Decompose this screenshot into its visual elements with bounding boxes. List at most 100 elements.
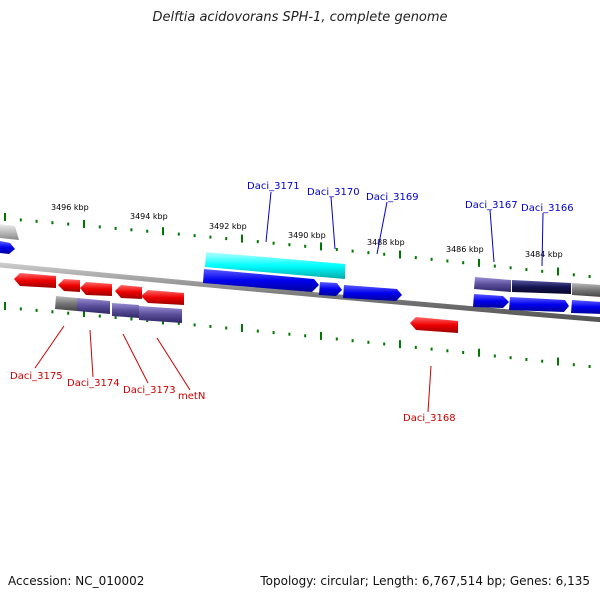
gene-metn-reverse[interactable]	[141, 290, 184, 305]
minor-tick	[256, 240, 259, 244]
major-tick	[4, 213, 6, 221]
kbp-label-3486: 3486 kbp	[446, 245, 484, 254]
minor-tick	[225, 326, 228, 330]
gene-label-daci-3169[interactable]: Daci_3169	[366, 192, 419, 203]
gene-reverse[interactable]	[80, 282, 112, 296]
gene-label-daci-3167[interactable]: Daci_3167	[465, 200, 518, 211]
minor-tick	[288, 243, 291, 247]
page-title: Delftia acidovorans SPH-1, complete geno…	[152, 10, 448, 25]
gene-daci-3174-purple[interactable]	[77, 298, 110, 314]
minor-tick	[272, 241, 275, 245]
gene-daci-3171-highlight[interactable]	[205, 252, 345, 279]
minor-tick	[588, 365, 591, 368]
minor-tick	[430, 257, 433, 261]
major-tick	[320, 331, 322, 340]
gene-daci-3166-forward[interactable]	[509, 297, 569, 312]
minor-tick	[335, 337, 338, 341]
minor-tick	[130, 317, 133, 321]
gene-gray-right[interactable]	[572, 283, 600, 297]
minor-tick	[414, 256, 417, 260]
minor-tick	[177, 321, 180, 325]
minor-tick	[541, 269, 544, 273]
kbp-label-3492: 3492 kbp	[209, 222, 247, 231]
gene-daci-3168-reverse[interactable]	[410, 317, 458, 333]
major-tick	[557, 357, 559, 366]
gene-reverse[interactable]	[115, 285, 142, 299]
kbp-label-3496: 3496 kbp	[51, 203, 89, 212]
minor-tick	[493, 354, 496, 358]
minor-tick	[51, 221, 54, 225]
gene-daci-3175-gray[interactable]	[55, 296, 77, 311]
minor-tick	[288, 332, 291, 336]
minor-tick	[67, 311, 70, 315]
minor-tick	[525, 358, 528, 361]
minor-tick	[572, 273, 575, 277]
minor-tick	[367, 251, 370, 255]
gene-label-metn[interactable]: metN	[178, 391, 205, 402]
gene-daci-3173-purple[interactable]	[112, 303, 139, 318]
minor-tick	[383, 342, 386, 346]
minor-tick	[335, 248, 338, 251]
minor-tick	[541, 359, 544, 363]
major-tick	[478, 348, 480, 357]
major-tick	[241, 324, 243, 332]
minor-tick	[35, 308, 38, 312]
minor-tick	[272, 331, 275, 335]
minor-tick	[304, 244, 307, 248]
gene-daci-3170-forward[interactable]	[319, 282, 342, 296]
minor-tick	[130, 228, 133, 232]
accession-text: Accession: NC_010002	[8, 574, 145, 588]
minor-tick	[114, 316, 117, 319]
minor-tick	[177, 232, 180, 236]
minor-tick	[462, 351, 465, 354]
minor-tick	[351, 339, 354, 343]
minor-tick	[19, 218, 22, 222]
gene-metn-purple[interactable]	[139, 306, 182, 323]
minor-tick	[367, 340, 370, 344]
minor-tick	[256, 329, 259, 333]
gene-daci-3175-reverse[interactable]	[14, 273, 56, 288]
major-tick	[478, 258, 480, 267]
tick-ring-outer	[4, 213, 591, 278]
minor-tick	[430, 347, 433, 351]
minor-tick	[351, 249, 354, 253]
topology-text: Topology: circular; Length: 6,767,514 bp…	[260, 574, 590, 588]
major-tick	[83, 309, 85, 318]
gene-forward[interactable]	[571, 300, 600, 314]
gene-label-daci-3173[interactable]: Daci_3173	[123, 385, 176, 396]
minor-tick	[383, 252, 386, 256]
minor-tick	[193, 323, 196, 327]
minor-tick	[462, 261, 465, 265]
minor-tick	[446, 259, 449, 263]
major-tick	[399, 340, 401, 349]
gene-gray-left[interactable]	[0, 224, 19, 240]
minor-tick	[509, 356, 512, 360]
gene-daci-3169-forward[interactable]	[343, 285, 402, 301]
minor-tick	[51, 310, 54, 314]
major-tick	[399, 250, 401, 259]
minor-tick	[67, 222, 70, 226]
gene-daci-3171-forward[interactable]	[203, 269, 319, 292]
gene-forward[interactable]	[473, 294, 509, 308]
leader-lines-top	[265, 191, 544, 267]
gene-label-daci-3168[interactable]: Daci_3168	[403, 413, 456, 424]
minor-tick	[493, 264, 496, 268]
gene-daci-3166-navy[interactable]	[512, 280, 571, 294]
gene-label-daci-3171[interactable]: Daci_3171	[247, 181, 300, 192]
major-tick	[241, 234, 243, 243]
gene-arrow[interactable]	[0, 241, 15, 254]
gene-label-daci-3170[interactable]: Daci_3170	[307, 187, 360, 198]
minor-tick	[209, 235, 212, 239]
minor-tick	[446, 349, 449, 353]
major-tick	[83, 220, 85, 228]
minor-tick	[19, 307, 22, 311]
gene-reverse[interactable]	[58, 279, 80, 292]
gene-label-daci-3166[interactable]: Daci_3166	[521, 203, 574, 214]
kbp-label-3490: 3490 kbp	[288, 231, 326, 240]
gene-label-daci-3174[interactable]: Daci_3174	[67, 378, 120, 389]
kbp-label-3484: 3484 kbp	[525, 250, 563, 259]
gene-daci-3167-purple[interactable]	[474, 277, 511, 292]
major-tick	[4, 302, 6, 310]
major-tick	[320, 242, 322, 251]
gene-label-daci-3175[interactable]: Daci_3175	[10, 371, 63, 382]
